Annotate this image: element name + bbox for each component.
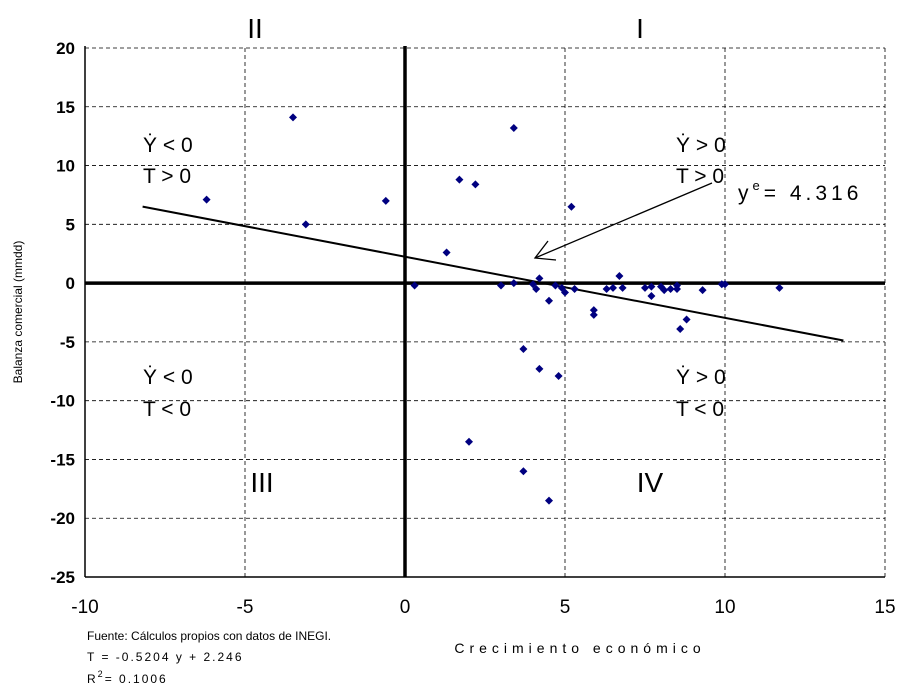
point xyxy=(410,281,419,290)
point xyxy=(567,202,576,211)
point xyxy=(497,281,505,290)
point xyxy=(570,284,579,293)
point xyxy=(202,195,211,204)
annotations: II I III IV Ẏ < 0 T > 0 Ẏ > 0 T > 0 Ẏ < … xyxy=(143,13,862,498)
point xyxy=(673,284,681,293)
point xyxy=(535,274,544,283)
point xyxy=(561,288,569,297)
point xyxy=(289,113,297,122)
point xyxy=(609,283,617,292)
r-squared: R2= 0.1006 xyxy=(87,669,168,686)
point xyxy=(589,310,598,319)
point xyxy=(545,296,553,305)
arrow-head xyxy=(533,240,557,261)
point xyxy=(647,282,656,291)
y-tick-label: -10 xyxy=(50,392,75,411)
point xyxy=(554,371,563,380)
annotation: T < 0 xyxy=(676,398,724,421)
arrow-label: ye= 4.316 xyxy=(738,178,862,205)
point xyxy=(465,437,473,446)
point xyxy=(519,344,528,353)
annotation: Ẏ < 0 xyxy=(143,134,193,157)
point xyxy=(532,284,541,293)
point xyxy=(641,283,649,292)
point xyxy=(509,279,518,288)
y-tick-label: 10 xyxy=(56,157,75,176)
y-tick-label: -15 xyxy=(50,450,75,469)
annotation: Ẏ < 0 xyxy=(143,366,193,389)
y-tick-label: 20 xyxy=(56,39,75,58)
quadrant-label: I xyxy=(636,13,644,44)
note: T = -0.5204 y + 2.246 xyxy=(87,650,244,664)
point xyxy=(660,286,669,295)
r2-sup: 2 xyxy=(98,669,105,679)
plot: -25 -20 -15 -10 -5 0 5 10 15 20 -10 -5 0 5 10 15 xyxy=(50,39,895,618)
y-tick-label: -25 xyxy=(50,568,75,587)
annotation: Ẏ > 0 xyxy=(676,134,726,157)
annotation: T > 0 xyxy=(676,165,724,188)
y-tick-label: 15 xyxy=(56,98,75,117)
r2-base: R xyxy=(87,672,98,686)
x-tick-label: 0 xyxy=(400,597,411,618)
y-tick-label: 0 xyxy=(66,274,75,293)
point xyxy=(618,283,627,292)
point xyxy=(589,306,598,315)
point xyxy=(301,220,310,229)
y-tick-label: 5 xyxy=(66,215,75,234)
annotation: Ẏ > 0 xyxy=(676,366,726,389)
point xyxy=(519,467,528,476)
quadrant-label: III xyxy=(250,467,273,498)
point xyxy=(545,496,553,505)
point xyxy=(682,315,691,324)
point xyxy=(535,364,544,373)
arrow-label-base: y xyxy=(738,182,753,205)
arrow-label-sup: e xyxy=(753,178,764,193)
x-tick-label: -5 xyxy=(237,597,254,618)
x-tick-label: 15 xyxy=(874,597,895,618)
trend-line xyxy=(142,205,844,342)
quadrant-label: II xyxy=(247,13,263,44)
point xyxy=(721,280,729,289)
annotation: T < 0 xyxy=(143,398,191,421)
point xyxy=(775,283,784,292)
point xyxy=(666,284,675,293)
point xyxy=(698,286,707,295)
point xyxy=(551,281,560,290)
arrow-label-text: = 4.316 xyxy=(764,182,863,205)
quadrant-label: IV xyxy=(637,467,664,498)
point xyxy=(676,324,685,333)
point xyxy=(455,175,464,184)
point xyxy=(615,272,624,281)
y-tick-label: -5 xyxy=(60,333,75,352)
x-axis-label: Crecimiento económico xyxy=(454,640,705,656)
point xyxy=(442,248,451,257)
y-tick-label: -20 xyxy=(50,509,75,528)
point xyxy=(602,284,611,293)
annotation: T > 0 xyxy=(143,165,191,188)
point xyxy=(381,196,390,205)
y-axis-label: Balanza comercial (mmdd) xyxy=(11,241,25,384)
x-tick-label: -10 xyxy=(71,597,98,618)
x-tick-label: 10 xyxy=(714,597,735,618)
arrow xyxy=(534,182,713,259)
point xyxy=(647,292,656,301)
note: Fuente: Cálculos propios con datos de IN… xyxy=(87,629,331,643)
point xyxy=(471,180,480,189)
x-tick-label: 5 xyxy=(560,597,571,618)
r2-text: = 0.1006 xyxy=(105,672,168,686)
point xyxy=(509,123,518,132)
